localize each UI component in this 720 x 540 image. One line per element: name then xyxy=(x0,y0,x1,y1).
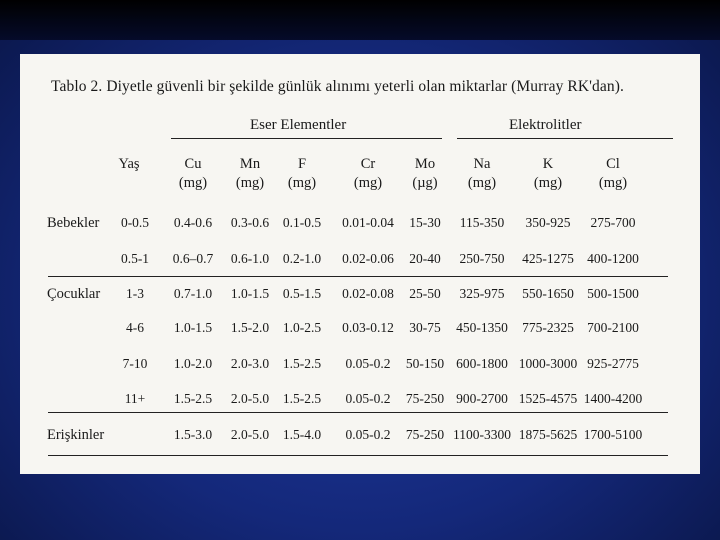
column-unit-f: (mg) xyxy=(287,175,317,191)
table-sheet: Tablo 2. Diyetle güvenli bir şekilde gün… xyxy=(20,54,700,474)
column-unit-cu: (mg) xyxy=(178,175,208,191)
table-cell: 1.0-1.5 xyxy=(173,320,213,335)
column-header-k: K xyxy=(542,156,554,172)
table-cell: 2.0-3.0 xyxy=(230,356,270,371)
table-cell: 0.01-0.04 xyxy=(342,215,394,230)
row-group-label: Erişkinler xyxy=(47,427,105,443)
table-cell: 0.3-0.6 xyxy=(230,215,270,230)
table-cell: 2.0-5.0 xyxy=(230,391,270,406)
row-age: 0-0.5 xyxy=(120,215,150,230)
table-cell: 1875-5625 xyxy=(518,427,578,442)
table-cell: 1525-4575 xyxy=(518,391,578,406)
table-cell: 1.5-2.5 xyxy=(173,391,213,406)
column-header-yaş: Yaş xyxy=(118,156,140,172)
column-unit-na: (mg) xyxy=(467,175,497,191)
column-header-cu: Cu xyxy=(184,156,202,172)
table-cell: 550-1650 xyxy=(522,286,574,301)
table-cell: 30-75 xyxy=(409,320,441,335)
table-bottom-rule xyxy=(48,455,668,456)
row-age: 1-3 xyxy=(126,286,144,301)
table-cell: 1000-3000 xyxy=(518,356,578,371)
table-cell: 20-40 xyxy=(409,251,441,266)
column-header-f: F xyxy=(297,156,307,172)
table-cell: 325-975 xyxy=(459,286,505,301)
column-header-mo: Mo xyxy=(414,156,436,172)
group-header-electrolytes: Elektrolitler xyxy=(509,117,582,133)
table-cell: 0.02-0.06 xyxy=(342,251,394,266)
table-cell: 400-1200 xyxy=(587,251,639,266)
row-age: 0.5-1 xyxy=(120,251,150,266)
table-cell: 250-750 xyxy=(459,251,505,266)
column-header-cl: Cl xyxy=(606,156,620,172)
table-cell: 50-150 xyxy=(405,356,445,371)
column-unit-k: (mg) xyxy=(533,175,563,191)
column-unit-mn: (mg) xyxy=(235,175,265,191)
table-cell: 1.5-2.5 xyxy=(282,356,322,371)
group-header-trace-elements: Eser Elementler xyxy=(250,117,347,133)
table-cell: 75-250 xyxy=(405,427,445,442)
column-header-na: Na xyxy=(473,156,491,172)
table-cell: 1.5-3.0 xyxy=(173,427,213,442)
column-header-cr: Cr xyxy=(360,156,376,172)
column-unit-cr: (mg) xyxy=(353,175,383,191)
table-cell: 0.03-0.12 xyxy=(342,320,394,335)
table-cell: 0.1-0.5 xyxy=(282,215,322,230)
divider-cocuklar xyxy=(48,412,668,413)
group-rule-trace xyxy=(171,138,442,139)
row-age: 7-10 xyxy=(122,356,148,371)
table-cell: 0.7-1.0 xyxy=(173,286,213,301)
row-group-label: Bebekler xyxy=(47,215,100,231)
table-cell: 0.5-1.5 xyxy=(282,286,322,301)
table-cell: 1.5-4.0 xyxy=(282,427,322,442)
table-cell: 925-2775 xyxy=(587,356,639,371)
table-cell: 700-2100 xyxy=(587,320,639,335)
group-rule-electrolytes xyxy=(457,138,673,139)
table-cell: 1.0-2.5 xyxy=(282,320,322,335)
table-cell: 425-1275 xyxy=(522,251,574,266)
table-cell: 275-700 xyxy=(590,215,636,230)
table-cell: 1.0-1.5 xyxy=(230,286,270,301)
table-cell: 350-925 xyxy=(525,215,571,230)
row-age: 4-6 xyxy=(126,320,144,335)
table-cell: 1100-3300 xyxy=(453,427,511,442)
table-cell: 900-2700 xyxy=(456,391,508,406)
table-cell: 500-1500 xyxy=(587,286,639,301)
table-cell: 0.05-0.2 xyxy=(345,391,391,406)
table-caption: Tablo 2. Diyetle güvenli bir şekilde gün… xyxy=(51,78,624,95)
table-cell: 15-30 xyxy=(409,215,441,230)
row-age: 11+ xyxy=(124,391,146,406)
table-cell: 0.05-0.2 xyxy=(345,356,391,371)
table-cell: 0.6-1.0 xyxy=(230,251,270,266)
table-cell: 1.0-2.0 xyxy=(173,356,213,371)
table-cell: 0.6–0.7 xyxy=(172,251,214,266)
top-dark-band xyxy=(0,0,720,40)
table-cell: 75-250 xyxy=(405,391,445,406)
divider-bebekler xyxy=(48,276,668,277)
table-cell: 450-1350 xyxy=(456,320,508,335)
table-cell: 1400-4200 xyxy=(583,391,643,406)
column-header-mn: Mn xyxy=(239,156,261,172)
table-cell: 25-50 xyxy=(409,286,441,301)
column-unit-cl: (mg) xyxy=(598,175,628,191)
table-cell: 775-2325 xyxy=(522,320,574,335)
table-cell: 1.5-2.5 xyxy=(282,391,322,406)
table-cell: 600-1800 xyxy=(456,356,508,371)
table-cell: 1700-5100 xyxy=(583,427,643,442)
table-cell: 2.0-5.0 xyxy=(230,427,270,442)
row-group-label: Çocuklar xyxy=(47,286,101,302)
table-cell: 115-350 xyxy=(459,215,505,230)
table-cell: 1.5-2.0 xyxy=(230,320,270,335)
table-cell: 0.05-0.2 xyxy=(345,427,391,442)
table-cell: 0.02-0.08 xyxy=(342,286,394,301)
table-cell: 0.2-1.0 xyxy=(282,251,322,266)
table-cell: 0.4-0.6 xyxy=(173,215,213,230)
column-unit-mo: (µg) xyxy=(412,175,438,191)
